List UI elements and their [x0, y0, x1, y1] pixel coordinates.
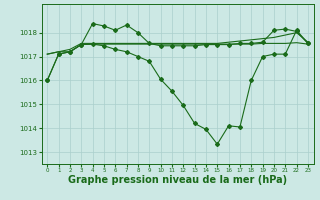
X-axis label: Graphe pression niveau de la mer (hPa): Graphe pression niveau de la mer (hPa): [68, 175, 287, 185]
